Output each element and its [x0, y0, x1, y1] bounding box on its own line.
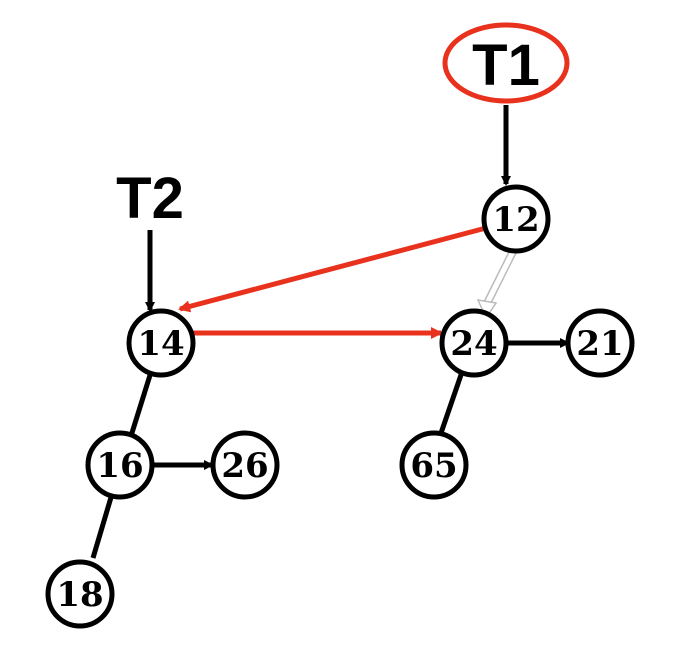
- node-label: 24: [450, 324, 497, 364]
- edge-24-to-65: [437, 371, 465, 437]
- node-label: 18: [56, 575, 103, 615]
- node-21: 21: [565, 308, 635, 378]
- node-12: 12: [481, 184, 551, 254]
- t1-highlight-ellipse: [442, 22, 570, 104]
- hollow-edge-12-to-24: [476, 249, 517, 320]
- node-label: 65: [410, 446, 457, 486]
- black-edges: [90, 105, 570, 559]
- red-edges: [178, 225, 487, 339]
- node-18: 18: [45, 559, 115, 629]
- node-16: 16: [85, 430, 155, 500]
- node-label: 26: [221, 446, 268, 486]
- node-label: 12: [492, 200, 539, 240]
- node-26: 26: [210, 430, 280, 500]
- edge-12-to-14: [178, 225, 487, 313]
- node-24: 24: [439, 308, 509, 378]
- t1-label: T1: [472, 33, 540, 98]
- node-14: 14: [126, 308, 196, 378]
- t2-label: T2: [116, 166, 184, 231]
- t1-group: T1: [442, 22, 570, 104]
- node-label: 16: [96, 446, 143, 486]
- nodes: 12 14 24 21 16 26 65 18: [45, 184, 635, 629]
- edge-14-to-16: [128, 371, 154, 437]
- edge-16-to-18: [90, 493, 115, 559]
- node-65: 65: [399, 430, 469, 500]
- node-label: 21: [576, 324, 623, 364]
- node-label: 14: [137, 324, 184, 364]
